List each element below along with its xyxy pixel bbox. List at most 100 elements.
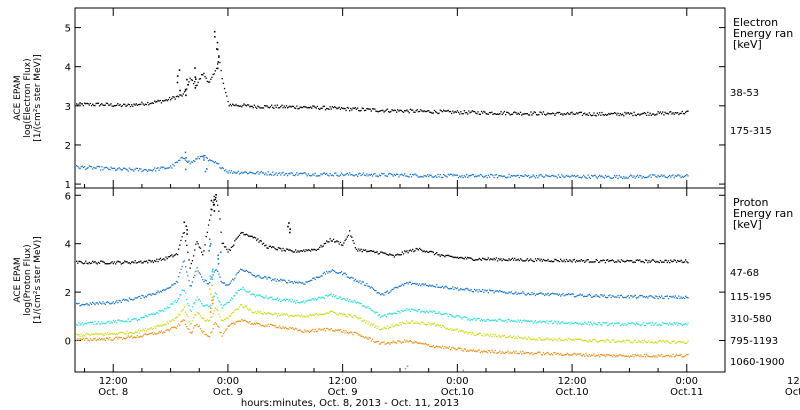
data-point [244,104,246,106]
data-point [205,77,207,79]
data-point [241,304,243,306]
data-point [644,176,647,179]
data-point [159,167,161,169]
data-point [342,314,344,316]
data-point [203,155,205,157]
data-point [104,166,106,169]
data-point [250,309,252,311]
data-point [671,356,673,358]
data-point [498,334,500,337]
data-point [82,324,85,326]
data-point [613,341,616,343]
data-point [213,323,215,325]
data-point [533,352,535,355]
data-point [264,174,266,176]
data-point [121,332,124,334]
data-point [542,258,545,261]
data-point [109,262,111,265]
data-point [89,338,91,340]
data-point [643,325,646,327]
data-point [594,174,596,176]
data-point [366,283,368,285]
data-point [227,317,229,320]
data-point [274,247,276,250]
data-point [491,111,493,113]
data-point [323,327,325,330]
data-point [508,335,510,338]
data-point [379,251,382,253]
data-point [464,288,467,290]
data-point [476,289,478,291]
data-point [568,337,570,340]
data-point [160,291,163,293]
data-point [639,341,641,343]
data-point [330,174,332,177]
legend-title: [keV] [733,218,762,231]
data-point [431,251,433,253]
data-point [369,337,371,339]
data-point [149,102,151,105]
data-point [140,260,142,262]
data-point [472,174,475,176]
data-point [251,322,253,325]
data-point [492,175,494,177]
data-point [524,352,526,354]
data-point [189,309,191,311]
data-point [525,259,527,261]
data-point [346,172,348,174]
data-point [88,104,90,106]
data-point [194,274,196,277]
data-point [552,174,554,177]
data-point [86,302,88,305]
data-point [443,347,445,350]
data-point [90,333,93,335]
data-point [509,114,511,116]
data-point [256,313,258,315]
data-point [217,162,219,165]
data-point [509,335,511,337]
data-point [186,229,188,231]
data-point [586,323,588,325]
data-point [642,322,644,324]
data-point [329,238,331,240]
data-point [289,326,291,328]
data-point [321,107,323,109]
data-point [252,107,254,109]
data-point [423,174,425,177]
data-point [529,259,531,261]
data-point [84,166,86,168]
data-point [556,260,558,262]
data-point [312,298,314,300]
data-point [527,114,530,116]
data-point [484,258,486,260]
data-point [175,301,177,303]
data-point [669,174,671,177]
data-point [406,109,408,111]
data-point [435,312,437,314]
data-point [618,296,620,299]
data-point [299,302,301,304]
data-point [558,337,561,339]
data-point [180,268,182,270]
data-point [540,258,542,260]
data-point [203,330,205,333]
data-point [319,328,321,330]
data-point [88,321,90,324]
data-point [259,310,261,313]
data-point [162,332,164,334]
data-point [576,175,578,177]
data-point [257,170,259,173]
data-point [433,109,436,112]
data-point [159,331,161,334]
data-point [268,325,270,328]
data-point [554,337,556,340]
data-point [399,109,401,111]
data-point [490,173,492,176]
data-point [191,331,194,333]
data-point [507,259,509,262]
data-point [101,260,103,262]
data-point [254,296,257,298]
data-point [202,74,204,76]
data-point [376,340,378,343]
data-point [652,342,655,344]
